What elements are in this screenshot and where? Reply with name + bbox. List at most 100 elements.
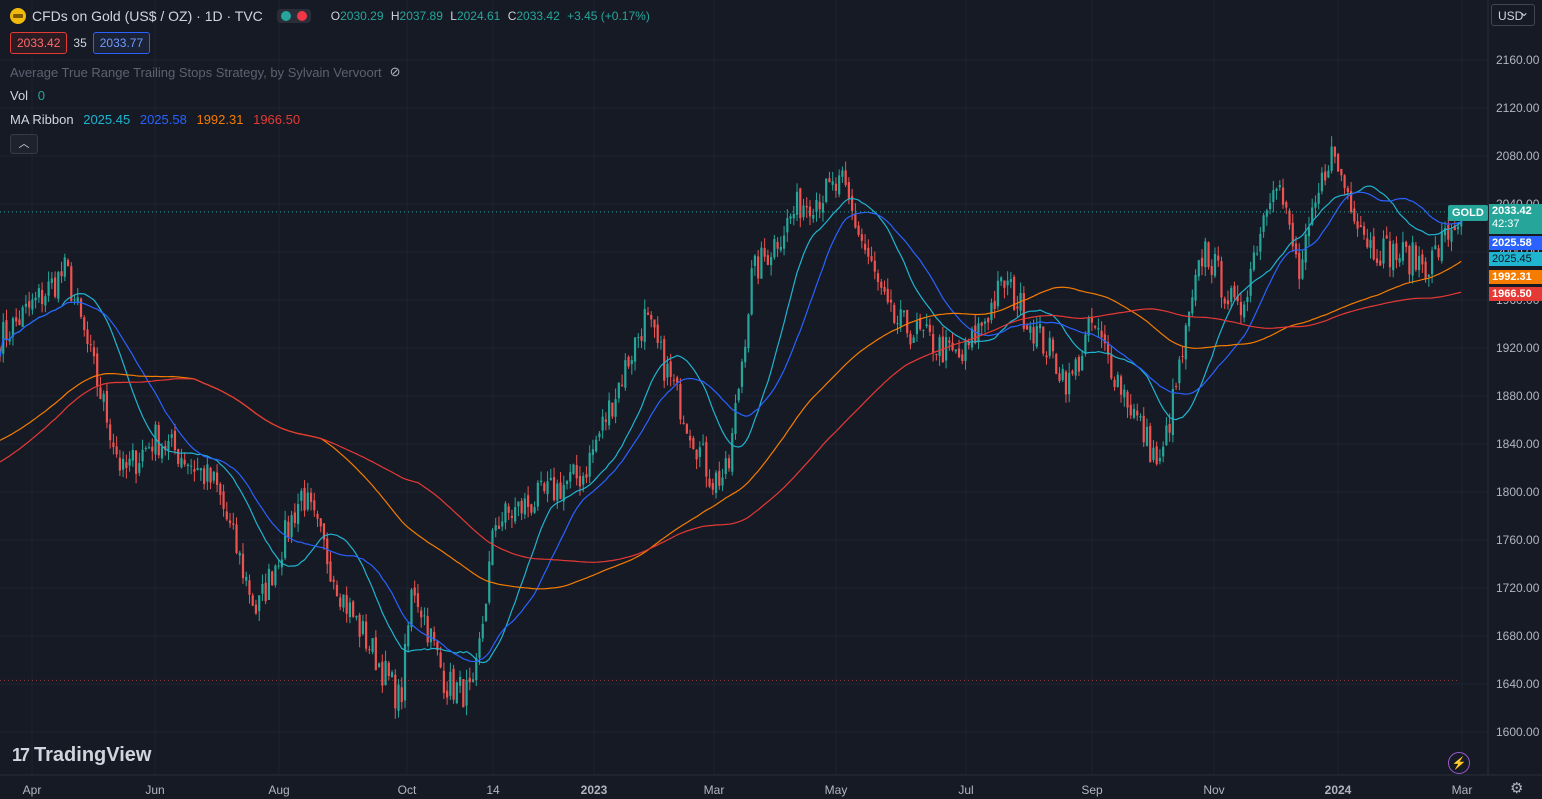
candle-body [1132,408,1136,418]
candle-body [718,470,721,486]
buy-button[interactable]: 2033.77 [92,32,151,54]
candle-body [996,280,1000,307]
candle-body [209,467,212,483]
candle-body [1349,191,1353,213]
candle-body [322,523,326,540]
candle-body [1009,279,1012,282]
volume-legend[interactable]: Vol 0 [10,88,45,103]
candle-body [643,309,646,342]
strategy-legend[interactable]: Average True Range Trailing Stops Strate… [10,64,401,80]
candle-body [76,297,79,303]
candle-body [1003,280,1006,288]
candle-body [1243,304,1246,318]
candle-body [1022,293,1025,329]
symbol-tag: GOLD [1448,205,1488,221]
candle-body [770,257,773,266]
candle-body [1424,261,1427,279]
candle-body [134,450,138,474]
candle-body [1414,245,1417,270]
candle-body [1437,248,1440,258]
ma-label: MA Ribbon [10,112,74,127]
price-tick-label: 1920.00 [1496,341,1540,355]
tradingview-logo[interactable]: 17 TradingView [12,744,151,767]
candle-body [342,594,345,608]
candle-body [689,435,692,441]
candle-body [847,182,850,199]
candle-body [193,469,196,472]
candle-body [1119,376,1123,395]
eye-hidden-icon[interactable]: ⊘ [389,64,401,79]
vol-label: Vol [10,88,29,103]
ma-ribbon-legend[interactable]: MA Ribbon 2025.45 2025.58 1992.31 1966.5… [10,112,300,127]
ma3-tag: 1992.31 [1489,270,1542,284]
candle-body [497,525,501,529]
candle-body [676,377,679,383]
candle-body [329,561,332,582]
candle-body [799,188,802,219]
candle-body [714,472,718,494]
candle-body [151,446,154,452]
candle-body [300,490,303,501]
strategy-title[interactable]: Average True Range Trailing Stops Strate… [10,64,382,80]
candle-body [284,520,287,559]
candle-body [1236,295,1239,302]
candle-body [922,329,925,331]
gear-icon[interactable]: ⚙ [1510,780,1524,797]
candle-body [595,439,598,452]
candle-body [614,399,617,417]
candle-body [34,297,37,301]
candle-body [442,670,445,693]
time-tick-label: Apr [22,783,42,797]
ma2-tag: 2025.58 [1489,236,1542,250]
candle-body [844,170,847,186]
candle-body [731,433,734,472]
candle-body [705,441,708,477]
candle-body [1259,233,1262,252]
candle-body [1090,316,1093,323]
candle-body [1239,302,1243,316]
candle-body [867,247,870,257]
candle-body [1184,325,1187,360]
symbol-legend[interactable]: CFDs on Gold (US$ / OZ) · 1D · TVC O2030… [10,8,654,24]
price-tick-label: 1680.00 [1496,629,1540,643]
sell-button[interactable]: 2033.42 [10,32,68,54]
candle-body [1129,404,1132,416]
vol-value: 0 [37,88,45,103]
candle-body [559,482,562,499]
candle-body [627,356,630,367]
candle-body [1048,337,1051,356]
tradingview-mark-icon: 17 [12,745,30,765]
candle-body [1392,243,1395,271]
candle-body [361,621,364,635]
candle-body [1427,274,1430,277]
candle-body [896,323,899,325]
candle-body [1281,187,1285,205]
time-tick-label: Oct [397,783,417,797]
candle-body [105,390,109,423]
time-tick-label: Mar [703,783,725,797]
candle-body [11,318,15,337]
market-status-pill[interactable] [276,9,311,23]
candle-body [1408,245,1411,275]
candle-body [371,638,374,652]
candle-body [1226,300,1230,305]
candle-body [938,337,941,357]
candle-body [335,584,339,597]
candle-body [925,324,928,327]
candle-body [186,464,190,467]
collapse-legend-button[interactable]: ︿ [10,134,38,154]
candle-body [1149,425,1152,463]
currency-button[interactable]: USD [1491,1,1535,26]
candle-body [1317,192,1320,204]
lightning-icon[interactable]: ⚡ [1448,752,1470,774]
candle-body [543,483,546,492]
ma1-value: 2025.45 [83,112,131,127]
candle-body [964,340,967,362]
candle-body [841,170,844,177]
candle-body [1152,447,1155,461]
candle-body [624,360,627,388]
candle-body [669,361,672,377]
symbol-title[interactable]: CFDs on Gold (US$ / OZ) · 1D · TVC [32,8,263,24]
candle-body [1136,410,1139,416]
